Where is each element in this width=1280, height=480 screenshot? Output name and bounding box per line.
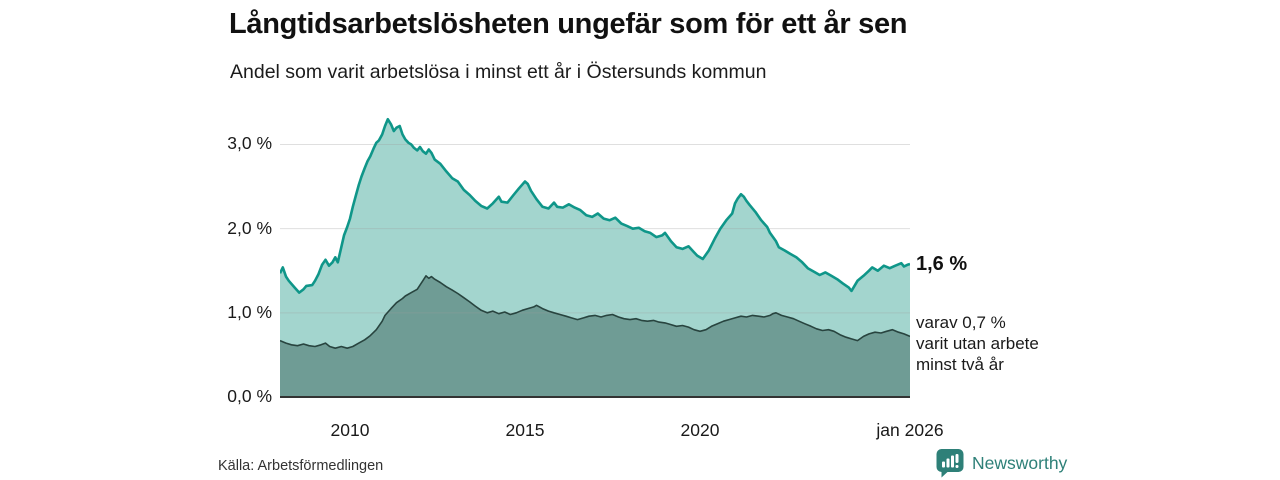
series2-annotation: varav 0,7 % varit utan arbete minst två … [916,312,1086,375]
series2-line [279,275,911,349]
y-axis-tick-label: 2,0 % [227,217,272,238]
annotation-line-2: varit utan arbete [916,334,1039,353]
annotation-line-3: minst två år [916,355,1004,374]
x-axis-tick-label: 2015 [505,420,545,440]
y-axis-tick-label: 1,0 % [227,301,272,322]
y-axis-tick-label: 3,0 % [227,133,272,154]
area-chart [278,105,911,400]
annotation-line-1: varav 0,7 % [916,313,1006,332]
chart-subtitle: Andel som varit arbetslösa i minst ett å… [230,61,767,83]
plot-canvas [278,117,911,398]
newsworthy-logo: Newsworthy [936,448,1067,478]
x-axis-tick-label: 2020 [680,420,720,440]
source-attribution: Källa: Arbetsförmedlingen [218,458,384,474]
page-title: Långtidsarbetslösheten ungefär som för e… [229,8,908,40]
newsworthy-bubble-chart-icon [936,448,964,478]
x-axis-tick-label: jan 2026 [876,420,944,440]
x-axis-tick-label: 2010 [330,420,370,440]
series2-area-fill [280,275,910,397]
series1-end-value-label: 1,6 % [916,253,968,275]
newsworthy-wordmark: Newsworthy [972,452,1068,473]
series1-line [278,117,911,294]
y-axis-tick-label: 0,0 % [227,386,272,406]
